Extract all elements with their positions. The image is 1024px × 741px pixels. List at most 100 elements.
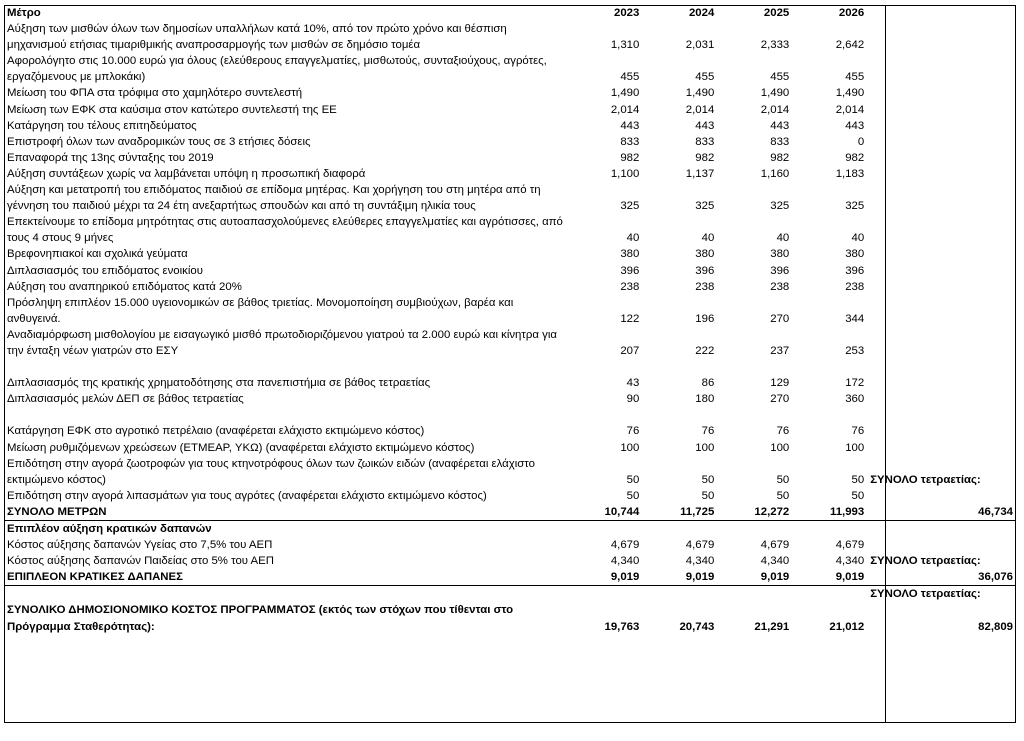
row-value-2026: 253 xyxy=(845,344,865,357)
row-total: 36,076 xyxy=(978,571,1013,584)
cost-table-sheet: Μέτρο 2023 2024 2025 2026 Αύξηση των μισ… xyxy=(4,5,1017,635)
row-description: Επιδότηση στην αγορά ζωοτροφών για τους … xyxy=(7,457,535,486)
row-value-2026: 238 xyxy=(845,280,865,293)
spacer-cell xyxy=(792,407,867,423)
row-value-2025: 129 xyxy=(770,377,790,390)
spacer-cell xyxy=(642,359,717,375)
header-total xyxy=(867,5,1016,21)
row-total xyxy=(867,182,1016,214)
spacer-cell xyxy=(567,359,642,375)
row-description: Επιδότηση στην αγορά λιπασμάτων για τους… xyxy=(7,489,487,502)
row-value-2023: 9,019 xyxy=(610,571,640,584)
row-value-2025: 270 xyxy=(770,393,790,406)
measure-row: Μείωση του ΦΠΑ στα τρόφιμα στο χαμηλότερ… xyxy=(4,85,1016,101)
row-value-2025: 237 xyxy=(770,344,790,357)
row-value-2024: 2,014 xyxy=(685,103,715,116)
row-total xyxy=(867,391,1016,407)
row-total xyxy=(867,440,1016,456)
row-value-2025: 982 xyxy=(770,151,790,164)
spacer-cell xyxy=(4,407,567,423)
row-value-2024: 222 xyxy=(695,344,715,357)
measure-row: Διπλασιασμός του επιδόματος ενοικίου 396 3… xyxy=(4,263,1016,279)
row-value-2024: 833 xyxy=(695,135,715,148)
row-total: ΣΥΝΟΛΟ τετραετίας: xyxy=(870,473,981,486)
row-value-2026: 50 xyxy=(851,473,865,486)
row-value-2023: 43 xyxy=(626,377,640,390)
row-value-2026: 982 xyxy=(845,151,865,164)
row-value-2023: 90 xyxy=(626,393,640,406)
grand-total-label-cell xyxy=(717,585,793,603)
measure-row: Αναδιαμόρφωση μισθολογίου με εισαγωγικό … xyxy=(4,327,1016,359)
row-value-2023: 380 xyxy=(620,248,640,261)
row-description: Κόστος αύξησης δαπανών Παιδείας στο 5% τ… xyxy=(7,555,274,568)
spacer-cell xyxy=(717,407,792,423)
measure-row: Διπλασιασμός της κρατικής χρηματοδότησης… xyxy=(4,375,1016,391)
row-value-2025: 4,679 xyxy=(760,539,790,552)
row-value-2023: 19,763 xyxy=(604,620,640,633)
row-value-2024: 180 xyxy=(695,393,715,406)
row-description: Κατάργηση του τέλους επιτηδεύματος xyxy=(7,119,197,132)
extra-header-cell xyxy=(792,520,868,538)
row-description: Επεκτείνουμε το επίδομα μητρότητας στις … xyxy=(7,216,563,245)
row-total xyxy=(867,134,1016,150)
row-value-2024: 4,340 xyxy=(685,555,715,568)
row-description: Επαναφορά της 13ης σύνταξης του 2019 xyxy=(7,151,214,164)
row-value-2025: 1,160 xyxy=(760,167,790,180)
row-value-2025: 21,291 xyxy=(754,620,790,633)
row-description: Διπλασιασμός της κρατικής χρηματοδότησης… xyxy=(7,377,431,390)
extra-header-cell xyxy=(642,520,718,538)
row-value-2025: 455 xyxy=(770,71,790,84)
row-value-2025: 40 xyxy=(776,232,790,245)
row-value-2025: 380 xyxy=(770,248,790,261)
row-total xyxy=(867,118,1016,134)
row-total xyxy=(867,537,1016,553)
grand-total-label-cell xyxy=(792,585,868,603)
row-value-2024: 325 xyxy=(695,200,715,213)
spacer-cell xyxy=(717,359,792,375)
row-value-2024: 50 xyxy=(701,473,715,486)
row-value-2023: 833 xyxy=(620,135,640,148)
measure-row: Αύξηση των μισθών όλων των δημοσίων υπαλ… xyxy=(4,21,1016,53)
row-value-2025: 50 xyxy=(776,489,790,502)
extra-header: Επιπλέον αύξηση κρατικών δαπανών xyxy=(4,520,568,538)
row-total xyxy=(867,102,1016,118)
spacer-row xyxy=(4,359,1016,375)
row-value-2026: 1,490 xyxy=(835,87,865,100)
row-value-2024: 9,019 xyxy=(685,571,715,584)
row-value-2023: 1,490 xyxy=(610,87,640,100)
row-value-2025: 833 xyxy=(770,135,790,148)
row-value-2024: 50 xyxy=(701,489,715,502)
row-value-2026: 4,679 xyxy=(835,539,865,552)
row-value-2024: 396 xyxy=(695,264,715,277)
row-value-2025: 76 xyxy=(776,425,790,438)
row-description: Πρόσληψη επιπλέον 15.000 υγειονομικών σε… xyxy=(7,296,514,325)
row-value-2024: 76 xyxy=(701,425,715,438)
row-value-2024: 100 xyxy=(695,441,715,454)
row-description: Επιστροφή όλων των αναδρομικών τους σε 3… xyxy=(7,135,311,148)
header-row: Μέτρο 2023 2024 2025 2026 xyxy=(4,5,1016,21)
row-value-2023: 4,679 xyxy=(610,539,640,552)
row-value-2023: 443 xyxy=(620,119,640,132)
row-total: ΣΥΝΟΛΟ τετραετίας: xyxy=(870,555,981,568)
row-value-2024: 982 xyxy=(695,151,715,164)
row-value-2026: 11,993 xyxy=(829,505,865,518)
row-value-2026: 443 xyxy=(845,119,865,132)
spacer-cell xyxy=(867,407,1016,423)
grand-total-label-cell xyxy=(642,585,718,603)
row-value-2024: 20,743 xyxy=(679,620,715,633)
row-value-2023: 76 xyxy=(626,425,640,438)
measure-row: Επεκτείνουμε το επίδομα μητρότητας στις … xyxy=(4,214,1016,246)
row-value-2025: 1,490 xyxy=(760,87,790,100)
row-value-2026: 76 xyxy=(851,425,865,438)
cost-table: Μέτρο 2023 2024 2025 2026 Αύξηση των μισ… xyxy=(4,5,1016,635)
row-total xyxy=(867,295,1016,327)
row-value-2023: 50 xyxy=(626,489,640,502)
extra-header-row: Επιπλέον αύξηση κρατικών δαπανών xyxy=(4,520,1016,538)
row-description: Αναδιαμόρφωση μισθολογίου με εισαγωγικό … xyxy=(7,328,557,357)
measure-row: Επιδότηση στην αγορά λιπασμάτων για τους… xyxy=(4,488,1016,504)
row-description: Κόστος αύξησης δαπανών Υγείας στο 7,5% τ… xyxy=(7,539,273,552)
measure-row: Μείωση των ΕΦΚ στα καύσιμα στον κατώτερο… xyxy=(4,102,1016,118)
total-extra-row: ΕΠΙΠΛΕΟΝ ΚΡΑΤΙΚΕΣ ΔΑΠΑΝΕΣ 9,019 9,019 9,019… xyxy=(4,569,1016,586)
row-total xyxy=(867,214,1016,246)
spacer-row xyxy=(4,407,1016,423)
